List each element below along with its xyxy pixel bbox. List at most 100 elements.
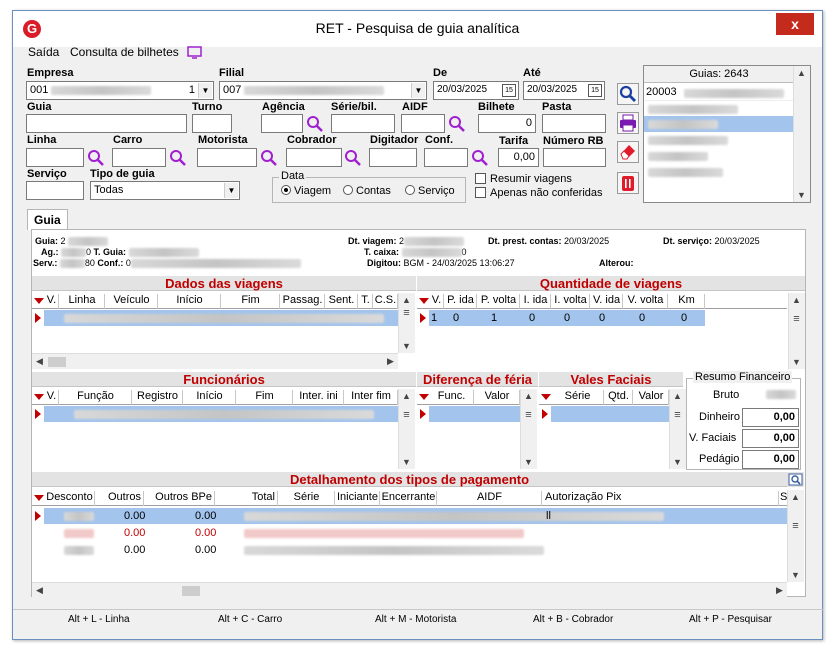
checkbox-box[interactable] (475, 173, 486, 184)
empresa-label: Empresa (27, 67, 74, 79)
digitador-label: Digitador (370, 134, 419, 146)
print-button[interactable] (617, 112, 639, 134)
dinheiro-field: 0,00 (742, 408, 799, 427)
list-item[interactable] (644, 164, 794, 180)
guias-list[interactable]: Guias: 2643 20003 ▲ ▼ (643, 65, 811, 203)
bilhete-label: Bilhete (478, 101, 515, 113)
search-icon[interactable] (87, 149, 105, 167)
table-row[interactable] (44, 310, 398, 326)
agencia-field[interactable] (261, 114, 303, 133)
table-row[interactable]: 0.00 0.00 ll (44, 508, 787, 524)
vales-vscroll[interactable]: ▲ ≡ ▼ (669, 389, 686, 469)
checkbox-box[interactable] (475, 187, 486, 198)
calendar-icon[interactable]: 15 (502, 84, 516, 97)
pagamento-vscroll[interactable]: ▲ ≡ ▼ (787, 490, 804, 582)
vales-faciais-header: Vales Faciais (539, 372, 683, 387)
search-icon[interactable] (471, 149, 489, 167)
turno-field[interactable] (192, 114, 232, 133)
tipo-guia-combo[interactable]: Todas ▼ (90, 181, 240, 200)
funcionarios-vscroll[interactable]: ▲ ≡ ▼ (398, 389, 415, 469)
table-row[interactable] (44, 406, 398, 422)
info-alterou: Alterou: (599, 258, 634, 268)
ate-date-field[interactable]: 20/03/2025 15 (523, 81, 605, 100)
list-item[interactable] (644, 100, 794, 116)
window-title: RET - Pesquisa de guia analítica (315, 20, 520, 36)
servico-field[interactable] (26, 181, 84, 200)
viagens-hscroll[interactable]: ◀ ▶ (32, 353, 398, 369)
diferenca-vscroll[interactable]: ▲ ≡ ▼ (520, 389, 537, 469)
digitador-field[interactable] (369, 148, 417, 167)
guias-scrollbar[interactable]: ▲ ▼ (793, 66, 810, 202)
aidf-field[interactable] (401, 114, 445, 133)
pasta-label: Pasta (542, 101, 572, 113)
serie-bil-field[interactable] (331, 114, 395, 133)
funcionarios-header: Funcionários (32, 372, 416, 387)
table-row[interactable] (429, 406, 520, 422)
search-icon[interactable] (448, 115, 466, 133)
search-icon[interactable] (169, 149, 187, 167)
info-t-caixa: T. caixa: 0 (364, 247, 467, 258)
list-item[interactable] (644, 148, 794, 164)
bilhete-field[interactable]: 0 (478, 114, 536, 133)
vfaciais-label: V. Faciais (689, 432, 737, 444)
tab-guia[interactable]: Guia (27, 209, 68, 230)
apenas-nao-conferidas-checkbox[interactable]: Apenas não conferidas (475, 187, 603, 199)
calendar-icon[interactable]: 15 (588, 84, 602, 97)
search-icon[interactable] (306, 115, 324, 133)
table-row[interactable]: 1 0 1 0 0 0 0 0 (429, 310, 705, 326)
close-button[interactable]: x (776, 13, 814, 35)
chevron-down-icon[interactable]: ▼ (224, 183, 238, 198)
data-radio-group: Data Viagem Contas Serviço (272, 170, 466, 203)
menu-exit[interactable]: Saída (28, 45, 60, 59)
resumo-financeiro-group: Resumo Financeiro Bruto Dinheiro 0,00 V.… (686, 371, 801, 470)
de-date-field[interactable]: 20/03/2025 15 (433, 81, 519, 100)
resumir-viagens-checkbox[interactable]: Resumir viagens (475, 173, 572, 185)
pagamento-hscroll[interactable]: ◀ ▶ (32, 582, 787, 598)
carro-field[interactable] (112, 148, 166, 167)
numero-rb-field[interactable] (543, 148, 606, 167)
radio-viagem-mark[interactable] (281, 185, 291, 195)
viagens-grid-header: V. Linha Veículo Início Fim Passag. Sent… (32, 293, 398, 309)
guia-field[interactable] (26, 114, 187, 133)
row-pointer-icon (35, 409, 41, 419)
search-icon[interactable] (344, 149, 362, 167)
monitor-icon[interactable] (187, 46, 203, 59)
radio-servico-mark[interactable] (405, 185, 415, 195)
table-row[interactable]: 0.00 0.00 (44, 542, 787, 558)
quantidade-vscroll[interactable]: ▲ ≡ ▼ (788, 293, 805, 369)
filial-combo[interactable]: 007 ▼ (219, 81, 427, 100)
chevron-down-icon[interactable]: ▼ (411, 83, 425, 98)
pasta-field[interactable] (542, 114, 606, 133)
title-bar: G RET - Pesquisa de guia analítica x (13, 11, 822, 47)
radio-viagem[interactable]: Viagem (281, 185, 331, 197)
delete-button[interactable] (617, 172, 639, 194)
menu-ticket-query[interactable]: Consulta de bilhetes (70, 45, 179, 59)
table-row[interactable]: 0.00 0.00 (44, 525, 787, 541)
list-item[interactable] (644, 132, 794, 148)
radio-contas-mark[interactable] (343, 185, 353, 195)
viagens-vscroll[interactable]: ▲ ≡ ▼ (398, 293, 415, 353)
cobrador-field[interactable] (286, 148, 342, 167)
search-icon[interactable] (260, 149, 278, 167)
tarifa-field[interactable]: 0,00 (498, 148, 539, 167)
radio-contas[interactable]: Contas (343, 185, 391, 197)
search-button[interactable] (617, 83, 639, 105)
dinheiro-label: Dinheiro (699, 411, 740, 423)
motorista-field[interactable] (197, 148, 257, 167)
list-item[interactable] (644, 116, 794, 132)
shortcut-linha: Alt + L - Linha (68, 614, 130, 625)
chevron-down-icon[interactable]: ▼ (198, 83, 212, 98)
eraser-button[interactable] (617, 141, 639, 163)
list-item[interactable]: 20003 (644, 84, 794, 100)
sort-triangle-icon (419, 394, 429, 400)
row-pointer-icon (542, 409, 548, 419)
search-icon[interactable] (787, 472, 804, 487)
empresa-combo[interactable]: 001 1 ▼ (26, 81, 214, 100)
table-row[interactable] (551, 406, 669, 422)
radio-servico[interactable]: Serviço (405, 185, 455, 197)
sort-triangle-icon (419, 298, 429, 304)
conf-field[interactable] (424, 148, 468, 167)
linha-field[interactable] (26, 148, 84, 167)
servico-label: Serviço (27, 168, 67, 180)
guias-count: Guias: 2643 (644, 66, 794, 83)
